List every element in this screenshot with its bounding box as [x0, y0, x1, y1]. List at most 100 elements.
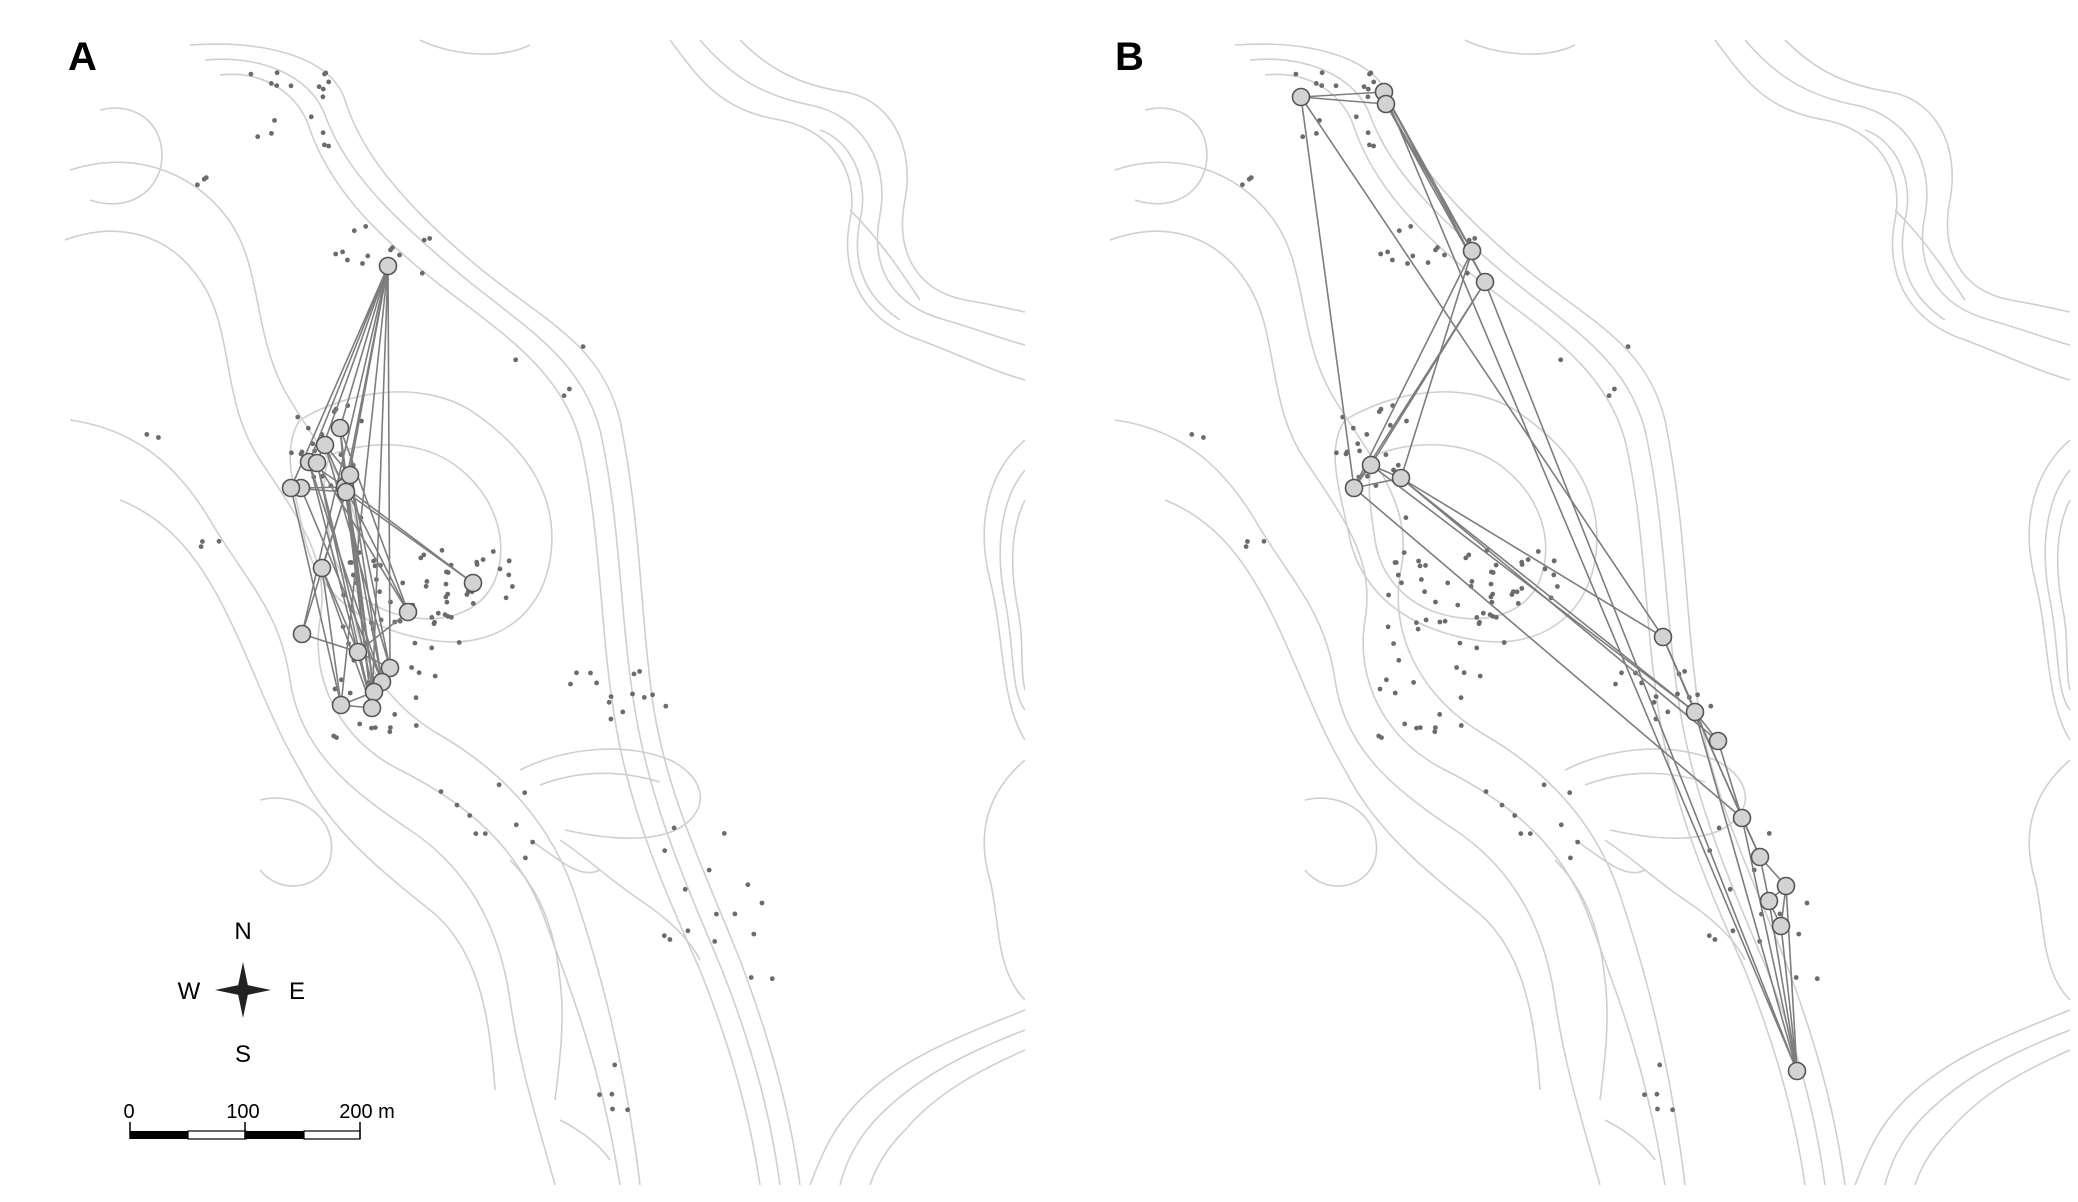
network-edge: [316, 462, 373, 709]
site-point: [1411, 680, 1416, 685]
site-point: [1201, 435, 1206, 440]
site-point: [1558, 357, 1564, 363]
site-point: [1353, 114, 1359, 120]
site-point: [1367, 71, 1372, 77]
site-point: [1474, 615, 1480, 620]
network-edges-b: [1300, 91, 1798, 1072]
contour-line: [983, 439, 1025, 741]
site-point: [1293, 71, 1299, 77]
site-point: [1612, 386, 1617, 392]
network-edge: [345, 491, 375, 693]
site-point: [1377, 686, 1383, 692]
site-point: [745, 882, 751, 888]
site-point: [377, 589, 382, 595]
site-point: [1625, 344, 1631, 349]
site-point: [1261, 538, 1267, 544]
network-node: [1708, 731, 1728, 751]
site-point: [1472, 236, 1478, 241]
site-point: [1319, 83, 1325, 88]
contour-line: [2028, 439, 2071, 741]
site-points-b: [1189, 70, 1820, 1113]
site-point: [1519, 586, 1525, 591]
network-node: [1376, 94, 1396, 114]
site-point: [1804, 900, 1810, 906]
network-edge: [1717, 740, 1743, 819]
network-nodes-b: [1291, 82, 1807, 1081]
site-point: [1419, 577, 1424, 582]
contour-line: [1864, 129, 1946, 321]
site-point: [580, 344, 586, 349]
network-edge: [290, 487, 342, 706]
site-point: [503, 595, 509, 601]
site-point: [474, 559, 480, 565]
contour-line: [559, 839, 701, 961]
site-point: [1716, 825, 1722, 831]
contour-line: [69, 161, 641, 1185]
site-point: [365, 253, 371, 259]
network-node: [281, 478, 301, 498]
site-point: [432, 673, 438, 679]
network-node: [292, 624, 312, 644]
site-point: [1613, 681, 1618, 687]
network-edge: [349, 474, 391, 669]
network-edge: [1780, 925, 1798, 1072]
site-point: [467, 813, 473, 818]
network-node: [1462, 241, 1482, 261]
network-edge: [345, 491, 383, 683]
network-node: [1653, 627, 1673, 647]
network-node: [331, 695, 351, 715]
site-point: [482, 831, 488, 836]
site-point: [1514, 589, 1520, 595]
site-point: [506, 572, 512, 578]
site-point: [1469, 579, 1475, 584]
site-point: [1433, 599, 1438, 605]
network-node: [1685, 702, 1705, 722]
scale-bar: 0 100 200 m: [123, 1101, 395, 1140]
site-point: [1355, 441, 1361, 447]
site-point: [298, 451, 304, 457]
site-point: [1457, 640, 1463, 646]
site-point: [712, 939, 718, 944]
contour-line: [1011, 499, 1025, 691]
site-point: [1487, 612, 1493, 617]
site-point: [289, 450, 294, 456]
site-point: [1477, 619, 1482, 625]
site-point: [388, 599, 393, 605]
site-point: [490, 549, 496, 554]
contour-line: [839, 1029, 1025, 1185]
site-point: [416, 670, 422, 676]
site-point: [1433, 725, 1438, 730]
site-point: [1391, 641, 1396, 646]
site-point: [1435, 245, 1440, 251]
site-point: [326, 143, 331, 149]
contour-line: [1368, 443, 1547, 620]
panel-label-a: A: [68, 35, 97, 79]
network-edge: [308, 461, 383, 683]
site-point: [759, 900, 765, 906]
site-point: [272, 118, 277, 123]
site-point: [454, 802, 460, 808]
contour-line: [1164, 499, 1541, 1091]
network-node: [1361, 455, 1381, 475]
scale-segment: [303, 1130, 361, 1140]
site-point: [496, 782, 502, 788]
network-node: [348, 642, 368, 662]
site-point: [1535, 549, 1541, 554]
site-point: [1642, 1092, 1647, 1098]
site-point: [1402, 721, 1408, 727]
site-point: [1458, 695, 1464, 701]
site-point: [1334, 450, 1339, 456]
site-point: [1243, 544, 1249, 549]
site-point: [470, 601, 476, 606]
contour-line: [519, 748, 702, 839]
site-point: [714, 911, 719, 917]
site-point: [295, 414, 301, 420]
site-point: [1422, 589, 1427, 595]
site-point: [372, 725, 378, 730]
site-point: [1654, 1091, 1660, 1097]
site-point: [751, 931, 757, 937]
scale-segment: [130, 1131, 188, 1139]
site-point: [1414, 725, 1419, 731]
site-point: [357, 721, 363, 727]
network-edge: [357, 611, 409, 653]
